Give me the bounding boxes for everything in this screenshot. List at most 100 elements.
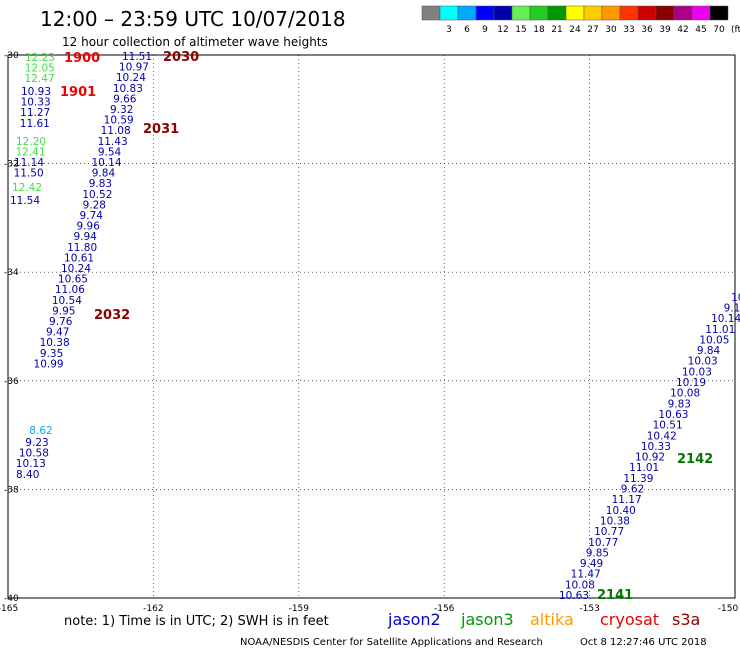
scale-swatch: [619, 5, 639, 21]
map-frame: [7, 54, 736, 599]
time-label: 2032: [94, 308, 130, 323]
scale-swatch: [439, 5, 459, 21]
wave-height-value: 11.80: [67, 242, 97, 254]
longitude-label: -150: [718, 604, 739, 614]
wave-height-value: 12.05: [25, 63, 55, 75]
scale-swatch: [457, 5, 477, 21]
longitude-label: -162: [143, 604, 163, 614]
legend-jason2: jason2: [387, 610, 441, 629]
wave-height-value: 10.38: [40, 337, 70, 349]
time-label: 1901: [60, 85, 96, 100]
wave-height-value: 10.08: [565, 579, 595, 591]
map-subtitle: 12 hour collection of altimeter wave hei…: [62, 35, 328, 49]
satellite-legend: jason2 jason3 altika cryosat s3a: [387, 610, 700, 629]
latitude-label: -36: [4, 377, 19, 387]
wave-height-value: 11.08: [101, 125, 131, 137]
wave-height-value: 9.49: [580, 558, 603, 570]
wave-height-value: 10.54: [52, 295, 82, 307]
scale-swatch: [691, 5, 711, 21]
scale-label: 45: [695, 25, 706, 35]
wave-height-value: 10.03: [688, 356, 718, 368]
wave-height-value: 9.66: [113, 93, 137, 105]
wave-height-value: 10: [731, 292, 740, 304]
map-border: [7, 54, 736, 599]
wave-height-value: 10.24: [116, 72, 146, 84]
scale-label: 15: [515, 25, 526, 35]
wave-height-value: 9.83: [668, 398, 691, 410]
latitude-label: -32: [4, 160, 19, 170]
scale-swatch: [601, 5, 621, 21]
scale-label: 21: [551, 25, 562, 35]
wave-height-observations: 12.2312.0512.4710.9310.3311.2711.6112.20…: [10, 51, 740, 602]
time-label: 2141: [597, 588, 633, 603]
longitude-label: -153: [579, 604, 599, 614]
time-label: 2030: [163, 50, 199, 65]
wave-height-value: 10.19: [676, 377, 706, 389]
wave-height-value: 11.61: [20, 118, 50, 130]
wave-height-value: 12.47: [25, 73, 55, 85]
wave-height-value: 9.76: [49, 316, 73, 328]
wave-height-value: 9.35: [40, 348, 63, 360]
legend-cryosat: cryosat: [600, 610, 659, 629]
wave-height-value: 10.61: [64, 252, 94, 264]
footer-note: note: 1) Time is in UTC; 2) SWH is in fe…: [64, 614, 329, 629]
latitude-labels: -30 -32 -34 -36 -38 -40: [4, 51, 19, 604]
latitude-label: -34: [4, 268, 19, 278]
time-label: 2142: [677, 452, 713, 467]
wave-height-value: 10.59: [104, 115, 134, 127]
wave-height-value: 9.84: [697, 345, 721, 357]
scale-label: 42: [677, 25, 688, 35]
longitude-label: -165: [0, 604, 18, 614]
wave-height-value: 12.20: [16, 136, 46, 148]
legend-jason3: jason3: [460, 610, 514, 629]
time-labels: 1900 1901 2030 2031 2032 2142 2141: [60, 50, 713, 603]
wave-height-value: 10.40: [606, 505, 636, 517]
wave-height-value: 10.65: [58, 274, 88, 286]
wave-height-value: 12.42: [12, 182, 42, 194]
wave-height-value: 10.33: [21, 97, 51, 109]
scale-swatch: [421, 5, 441, 21]
wave-height-value: 9.47: [46, 327, 69, 339]
scale-label: 6: [464, 25, 470, 35]
wave-height-value: 9.1: [724, 302, 740, 314]
scale-swatch: [565, 5, 585, 21]
scale-swatch: [655, 5, 675, 21]
wave-height-value: 10.08: [670, 388, 700, 400]
scale-label: 36: [641, 25, 653, 35]
scale-label: 24: [569, 25, 581, 35]
wave-height-value: 12.23: [25, 52, 55, 64]
wave-height-value: 9.74: [80, 210, 104, 222]
scale-label: 39: [659, 25, 671, 35]
scale-label: 12: [497, 25, 508, 35]
scale-label: 27: [587, 25, 598, 35]
footer-timestamp: Oct 8 12:27:46 UTC 2018: [580, 637, 707, 648]
wave-height-value: 11.01: [629, 462, 659, 474]
scale-swatch: [529, 5, 549, 21]
wave-height-value: 11.14: [14, 157, 44, 169]
wave-height-value: 11.27: [20, 107, 50, 119]
legend-altika: altika: [530, 610, 574, 629]
wave-height-value: 10.05: [699, 334, 729, 346]
wave-height-value: 11.43: [98, 136, 128, 148]
wave-height-value: 11.51: [122, 51, 152, 63]
wave-height-value: 10.51: [653, 420, 683, 432]
time-label: 2031: [143, 122, 179, 137]
scale-swatch: [673, 5, 693, 21]
scale-swatch: [583, 5, 603, 21]
wave-height-value: 10.97: [119, 62, 149, 74]
scale-swatch: [511, 5, 531, 21]
wave-height-value: 10.24: [61, 263, 91, 275]
legend-s3a: s3a: [672, 610, 700, 629]
scale-label: 30: [605, 25, 617, 35]
wave-height-value: 12.41: [15, 147, 45, 159]
latitude-label: -38: [4, 485, 19, 495]
wave-height-value: 10.77: [588, 537, 618, 549]
wave-height-value: 9.94: [73, 231, 97, 243]
wave-height-value: 9.96: [77, 221, 101, 233]
wave-height-value: 11.47: [571, 569, 601, 581]
wave-height-value: 10.77: [594, 526, 624, 538]
wave-height-value: 10.13: [16, 458, 46, 470]
